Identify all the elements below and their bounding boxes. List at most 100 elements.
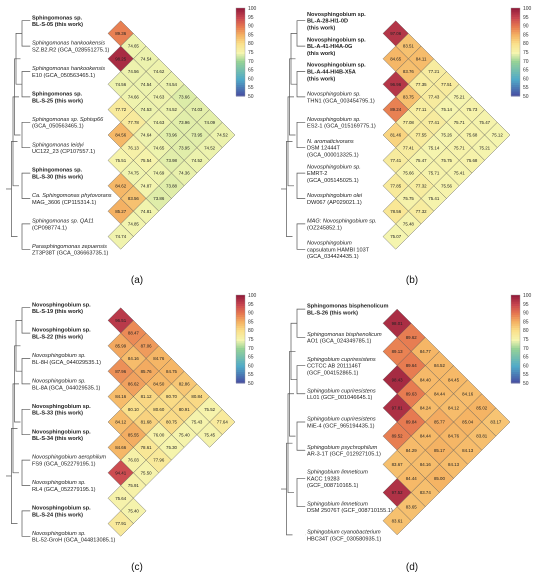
taxon-label: E10 (GCA_050563465.1) (32, 73, 95, 79)
colorbar-tick-label: 75 (523, 337, 529, 343)
colorbar-tick-label: 70 (523, 59, 529, 65)
heatmap-value: 80.84 (191, 394, 203, 399)
colorbar-band (236, 60, 245, 64)
colorbar-band (236, 14, 245, 18)
heatmap-value: 97.81 (392, 405, 404, 410)
tree-branch (296, 20, 305, 47)
colorbar-band (236, 38, 245, 42)
heatmap-value: 87.06 (141, 343, 153, 348)
colorbar-band (236, 374, 245, 377)
heatmap-value: 84.65 (390, 56, 402, 61)
colorbar-band (511, 89, 520, 93)
tree-branch (11, 141, 18, 237)
colorbar-band (511, 363, 520, 366)
heatmap-value: 75.07 (390, 234, 402, 239)
colorbar-band (511, 334, 520, 338)
colorbar-band (236, 363, 245, 366)
colorbar-band (511, 38, 520, 42)
colorbar-tick-label: 85 (248, 32, 254, 38)
colorbar-band (511, 41, 520, 44)
tree-branch (21, 459, 30, 486)
colorbar-tick-label: 100 (523, 6, 532, 12)
heatmap-value: 83.61 (392, 518, 404, 523)
colorbar-band (236, 21, 245, 24)
taxon-label: BL-A-44-HI4B-X5A (307, 70, 356, 76)
colorbar-tick-label: 95 (523, 302, 529, 308)
tree-branch (296, 223, 305, 250)
colorbar-band (511, 314, 520, 318)
colorbar-band (236, 78, 245, 82)
heatmap-value: 81.12 (141, 394, 153, 399)
colorbar-band (236, 54, 245, 57)
heatmap-value: 85.04 (462, 420, 474, 425)
taxon-label: Ca. Sphingomonas phytovorans (32, 193, 112, 199)
dendrogram (6, 307, 30, 537)
colorbar-band (236, 56, 245, 60)
heatmap-value: 85.55 (128, 432, 140, 437)
colorbar-band (511, 332, 520, 336)
taxon-label: Sphingomonas leidyi (32, 142, 84, 148)
taxon-label: Sphingobium cupriresistens (307, 388, 376, 394)
colorbar-band (236, 19, 245, 22)
taxon-label: Sphingomonas sp. Sphisp66 (32, 117, 104, 123)
heatmap-value: 83.17 (490, 420, 502, 425)
colorbar-tick-label: 50 (523, 94, 529, 100)
panel-c-figure: Novosphingobium sp.BL-S-19 (this work)No… (6, 293, 257, 573)
taxon-label: BL-S-22 (this work) (32, 335, 83, 341)
dendrogram (281, 308, 305, 536)
colorbar-band (511, 310, 520, 314)
colorbar-band (236, 69, 245, 73)
heatmap-value: 83.65 (406, 504, 418, 509)
heatmap-value: 84.52 (434, 363, 446, 368)
taxon-label: BL-S-34 (this work) (32, 436, 83, 442)
taxon-label: Parasphingomonas zepuensis (32, 244, 107, 250)
taxon-label: Sphingobium limneticum (307, 501, 368, 507)
colorbar-band (236, 10, 245, 13)
taxon-label: (CP098774.1) (32, 225, 67, 231)
heatmap-value: 84.16 (115, 394, 127, 399)
heatmap-value: 87.96 (115, 369, 127, 374)
colorbar-tick-label: 90 (523, 24, 529, 30)
colorbar-tick-label: 85 (248, 319, 254, 325)
heatmap-value: 75.43 (191, 420, 203, 425)
colorbar-band (236, 334, 245, 338)
taxon-label: BL-S-33 (this work) (32, 411, 83, 417)
colorbar-band (236, 301, 245, 305)
taxon-label: BL-S-25 (this work) (32, 98, 83, 104)
heatmap-value: 83.75 (403, 95, 415, 100)
heatmap-cell (107, 223, 134, 250)
heatmap-value: 73.88 (166, 183, 178, 188)
colorbar-band (236, 321, 245, 325)
heatmap-value: 77.64 (217, 420, 229, 425)
colorbar-band (236, 369, 245, 373)
colorbar-band (236, 306, 245, 309)
taxon-label: N. aromaticivorans (307, 139, 354, 145)
colorbar-band (511, 336, 520, 340)
heatmap-value: 74.52 (191, 158, 203, 163)
taxon-label: Novosphingobium sp. (32, 328, 91, 334)
heatmap-value: 84.12 (115, 420, 127, 425)
colorbar-band (511, 82, 520, 86)
colorbar-band (236, 332, 245, 336)
colorbar-band (511, 323, 520, 327)
colorbar-band (236, 317, 245, 320)
colorbar-band (236, 358, 245, 362)
taxon-label: LL01 (GCF_001046645.1) (307, 395, 372, 401)
panel-c: Novosphingobium sp. BL-S-19 (this work) No… (0, 287, 275, 574)
colorbar-band (236, 58, 245, 62)
heatmap-value: 74.65 (128, 44, 140, 49)
colorbar-band (511, 87, 520, 90)
heatmap-value: 76.00 (153, 432, 165, 437)
taxon-label: BL-8H (GCA_044029535.1) (32, 360, 101, 366)
heatmap-value: 75.75 (441, 158, 453, 163)
ani-heatmap: 98.01 89.62 84.77 84.52 84.45 84.16 85.02 83.17… (382, 308, 511, 536)
taxon-label: Sphingobium cyanobacterium (307, 529, 381, 535)
colorbar-band (236, 330, 245, 333)
taxon-label: CCTCC AB 2011146T (307, 364, 362, 370)
colorbar-frame (235, 294, 246, 384)
heatmap-value: 77.78 (128, 120, 140, 125)
taxon-label: MiE-4 (GCF_965194435.1) (307, 423, 375, 429)
heatmap-value: 89.24 (390, 107, 402, 112)
heatmap-value: 98.43 (392, 377, 404, 382)
